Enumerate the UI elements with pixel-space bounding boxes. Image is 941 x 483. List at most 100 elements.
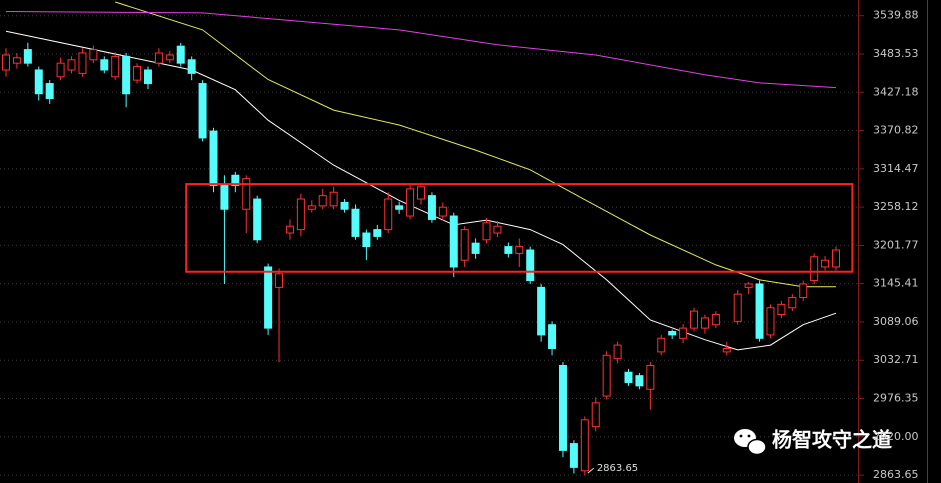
y-tick-label: 3539.88 <box>873 9 919 22</box>
y-tick-label: 3258.12 <box>873 200 919 213</box>
candle-body <box>482 222 491 241</box>
candle-body <box>329 191 338 207</box>
candle-body <box>2 54 10 71</box>
candle-body <box>264 266 273 329</box>
candle-body <box>700 317 709 329</box>
candle-body <box>67 59 76 71</box>
candle-body <box>711 314 720 326</box>
candle-body <box>591 402 600 428</box>
candle-body <box>722 347 731 353</box>
candle-body <box>176 45 185 64</box>
candle-body <box>307 205 316 210</box>
low-label: 2863.65 <box>597 463 638 474</box>
candle-body <box>209 130 218 186</box>
candle-body <box>613 344 622 360</box>
candle-body <box>438 206 447 217</box>
candle-body <box>679 327 688 339</box>
candle-body <box>580 419 589 472</box>
candle-body <box>198 83 207 139</box>
candle-body <box>832 249 840 268</box>
candle-body <box>558 364 567 451</box>
candle-body <box>504 246 513 254</box>
candle-body <box>154 52 163 64</box>
candle-body <box>526 249 535 282</box>
candle-body <box>460 229 469 261</box>
moving-average <box>5 11 837 89</box>
low-arrow <box>587 467 595 474</box>
highlight-box <box>185 183 854 273</box>
candle-body <box>744 283 753 288</box>
candle-body <box>646 364 655 390</box>
candle-body <box>242 178 251 210</box>
candle-body <box>220 184 229 210</box>
candle-body <box>569 443 578 468</box>
watermark: 杨智攻守之道 <box>772 428 892 452</box>
y-tick-label: 2976.35 <box>873 392 919 405</box>
candle-body <box>821 259 830 268</box>
candle-body <box>285 225 294 234</box>
y-tick-label: 3145.41 <box>873 277 919 290</box>
candle-body <box>362 232 371 248</box>
candle-body <box>296 198 305 231</box>
candle-body <box>548 324 557 349</box>
candle-body <box>78 52 87 74</box>
candle-body <box>275 273 284 288</box>
candle-body <box>187 59 196 74</box>
y-tick-label: 3201.77 <box>873 238 919 251</box>
y-tick-label: 2920.00 <box>873 430 919 443</box>
candle-body <box>122 55 131 95</box>
candle-body <box>12 57 21 64</box>
candle-body <box>100 59 109 71</box>
candle-body <box>668 331 677 336</box>
candle-body <box>253 198 262 241</box>
candle-body <box>733 293 742 322</box>
candle-body <box>493 225 502 234</box>
candle-body <box>471 242 480 254</box>
candle-body <box>690 310 699 329</box>
candle-body <box>624 371 633 383</box>
candle-body <box>406 188 415 217</box>
candle-body <box>318 195 327 207</box>
candle-body <box>395 205 404 210</box>
y-tick-label: 3314.47 <box>873 162 919 175</box>
y-tick-label: 3370.82 <box>873 124 919 137</box>
candle-body <box>133 66 142 81</box>
candle-body <box>89 49 98 61</box>
watermark-icon <box>734 429 767 456</box>
candle-body <box>635 375 644 387</box>
y-tick-label: 3483.53 <box>873 47 919 60</box>
candle-body <box>56 62 65 78</box>
candle-body <box>766 307 775 336</box>
candle-body <box>417 186 425 200</box>
y-tick-label: 2863.65 <box>873 468 919 481</box>
candle-body <box>427 195 436 220</box>
y-tick-label: 3032.71 <box>873 353 919 366</box>
y-tick-label: 3089.06 <box>873 315 919 328</box>
candle-body <box>602 354 611 397</box>
candle-body <box>231 174 240 186</box>
y-tick-label: 3427.18 <box>873 85 919 98</box>
candle-body <box>537 286 546 336</box>
candle-body <box>515 246 524 254</box>
candle-body <box>373 229 382 237</box>
candle-body <box>788 297 797 309</box>
candle-body <box>340 201 349 210</box>
candle-body <box>45 83 54 100</box>
moving-average <box>115 1 836 288</box>
candle-body <box>657 337 666 353</box>
candle-body <box>755 283 764 339</box>
candle-body <box>449 215 458 268</box>
candle-body <box>351 208 360 237</box>
candle-body <box>165 54 174 61</box>
candle-body <box>810 256 819 282</box>
candle-body <box>384 198 393 231</box>
moving-average <box>5 30 837 351</box>
candle-body <box>34 69 43 95</box>
candle-body <box>777 303 786 316</box>
candle-body <box>799 283 808 299</box>
candle-body <box>143 69 152 85</box>
candle-body <box>111 55 120 78</box>
candle-body <box>23 49 32 64</box>
